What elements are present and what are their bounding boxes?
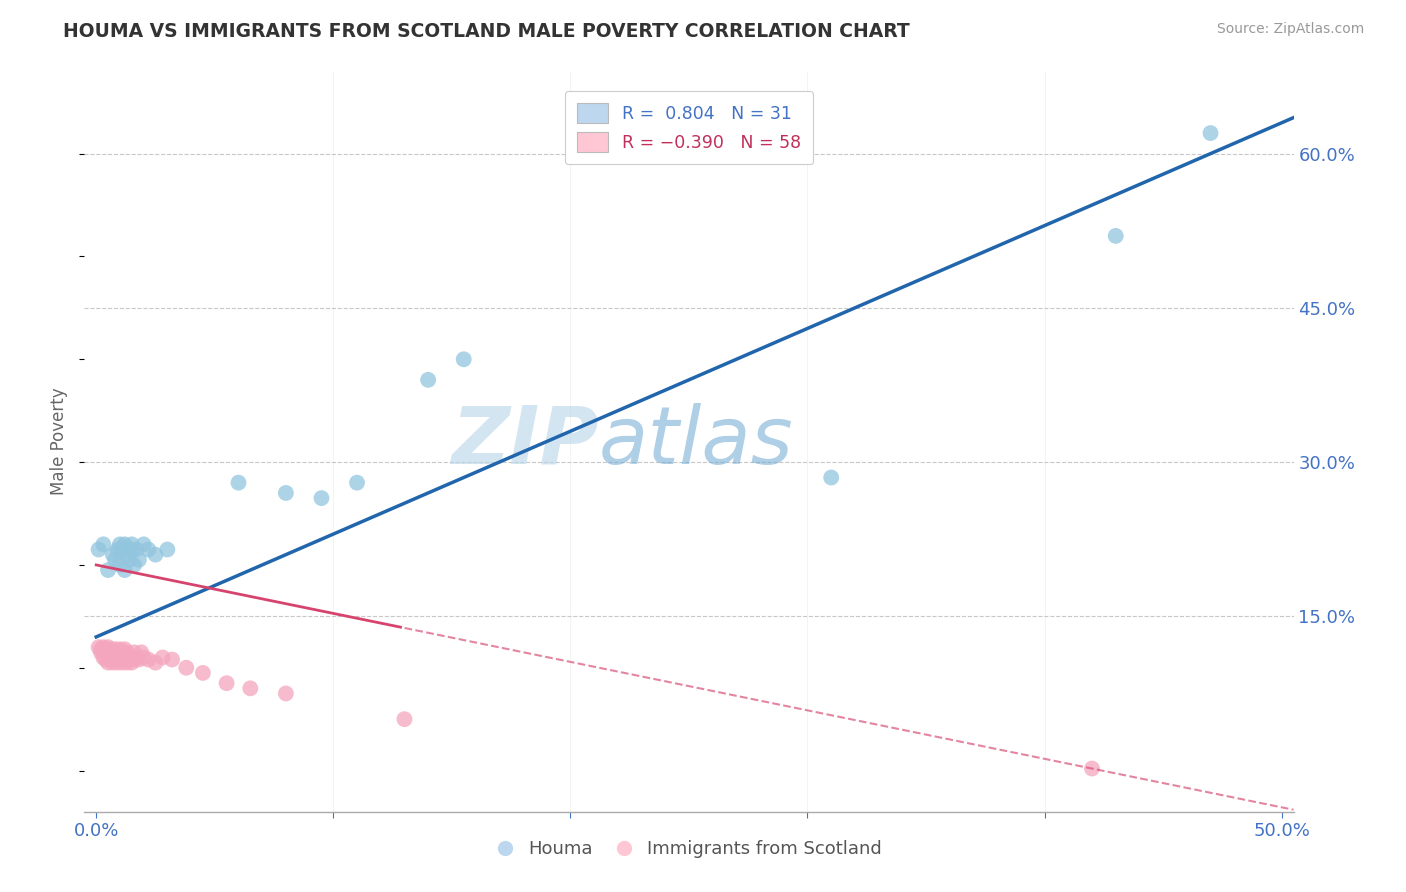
Point: [90, 642, 112, 657]
Point: [94, 648, 117, 663]
Point: [107, 656, 129, 670]
Point: [274, 686, 297, 700]
Point: [156, 542, 179, 557]
Point: [100, 648, 122, 663]
Point: [115, 650, 138, 665]
Point: [111, 542, 134, 557]
Point: [114, 642, 136, 657]
Point: [104, 642, 127, 657]
Point: [101, 650, 124, 665]
Point: [97, 563, 120, 577]
Point: [418, 373, 440, 387]
Point: [97, 650, 120, 665]
Point: [87, 542, 110, 557]
Point: [104, 648, 127, 663]
Point: [129, 645, 152, 659]
Point: [125, 650, 148, 665]
Point: [115, 548, 138, 562]
Point: [104, 652, 127, 666]
Point: [100, 652, 122, 666]
Point: [118, 648, 141, 663]
Point: [1081, 762, 1104, 776]
Point: [311, 491, 333, 505]
Point: [152, 650, 174, 665]
Point: [90, 645, 112, 659]
Point: [118, 652, 141, 666]
Point: [239, 681, 262, 696]
Point: [121, 656, 143, 670]
Point: [115, 645, 138, 659]
Point: [104, 553, 127, 567]
Point: [108, 652, 131, 666]
Point: [115, 656, 138, 670]
Text: atlas: atlas: [599, 402, 793, 481]
Legend: Houma, Immigrants from Scotland: Houma, Immigrants from Scotland: [489, 833, 889, 865]
Point: [160, 652, 183, 666]
Point: [111, 656, 134, 670]
Point: [91, 640, 114, 655]
Point: [97, 640, 120, 655]
Point: [101, 645, 124, 659]
Point: [121, 650, 143, 665]
Point: [125, 542, 148, 557]
Point: [122, 558, 145, 572]
Text: HOUMA VS IMMIGRANTS FROM SCOTLAND MALE POVERTY CORRELATION CHART: HOUMA VS IMMIGRANTS FROM SCOTLAND MALE P…: [63, 22, 910, 41]
Point: [87, 640, 110, 655]
Point: [91, 645, 114, 659]
Point: [228, 475, 250, 490]
Point: [97, 656, 120, 670]
Point: [107, 650, 129, 665]
Point: [346, 475, 368, 490]
Point: [97, 645, 120, 659]
Point: [121, 542, 143, 557]
Point: [215, 676, 238, 690]
Point: [114, 652, 136, 666]
Point: [111, 645, 134, 659]
Point: [132, 650, 155, 665]
Point: [94, 652, 117, 666]
Point: [1199, 126, 1222, 140]
Point: [176, 661, 198, 675]
Point: [114, 648, 136, 663]
Point: [114, 563, 136, 577]
Text: Source: ZipAtlas.com: Source: ZipAtlas.com: [1216, 22, 1364, 37]
Point: [108, 648, 131, 663]
Point: [108, 537, 131, 551]
Point: [108, 642, 131, 657]
Point: [107, 645, 129, 659]
Point: [191, 665, 214, 680]
Point: [145, 656, 167, 670]
Point: [118, 553, 141, 567]
Point: [101, 548, 124, 562]
Point: [453, 352, 475, 367]
Point: [114, 537, 136, 551]
Point: [122, 652, 145, 666]
Point: [94, 642, 117, 657]
Point: [274, 486, 297, 500]
Point: [121, 537, 143, 551]
Point: [101, 656, 124, 670]
Point: [111, 650, 134, 665]
Point: [138, 542, 160, 557]
Point: [138, 652, 160, 666]
Point: [91, 650, 114, 665]
Text: ZIP: ZIP: [451, 402, 599, 481]
Point: [91, 537, 114, 551]
Point: [132, 537, 155, 551]
Point: [820, 470, 842, 484]
Point: [394, 712, 416, 726]
Y-axis label: Male Poverty: Male Poverty: [51, 388, 69, 495]
Point: [122, 645, 145, 659]
Point: [128, 652, 150, 666]
Point: [100, 642, 122, 657]
Point: [128, 553, 150, 567]
Point: [107, 542, 129, 557]
Point: [1105, 228, 1128, 243]
Point: [108, 558, 131, 572]
Point: [145, 548, 167, 562]
